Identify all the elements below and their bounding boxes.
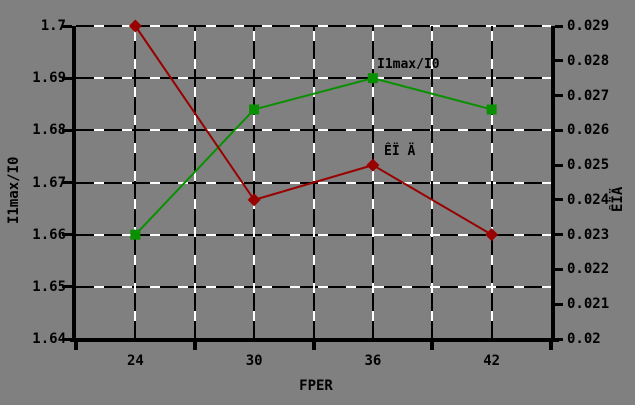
- left-axis-tick-label: 1.67: [32, 174, 66, 191]
- vertical-gridline: [134, 26, 137, 339]
- vertical-gridline: [253, 26, 256, 339]
- square-marker: [130, 229, 141, 240]
- left-axis-tick-label: 1.69: [32, 70, 66, 87]
- right-axis-tick: [555, 128, 563, 132]
- square-marker: [486, 104, 497, 115]
- x-axis-category-label: 24: [126, 353, 144, 369]
- right-axis-tick-label: 0.022: [567, 261, 610, 278]
- x-axis-tick: [430, 338, 435, 350]
- right-axis-tick: [555, 59, 563, 63]
- right-axis-tick: [555, 267, 563, 271]
- x-axis-title: FPER: [299, 378, 333, 394]
- right-axis-tick: [555, 94, 563, 98]
- right-axis-tick-label: 0.029: [567, 18, 610, 34]
- right-axis-tick: [555, 163, 563, 167]
- left-axis-tick-label: 1.66: [32, 226, 66, 243]
- right-axis-tick-label: 0.021: [567, 296, 610, 313]
- series-label-kpd: ÊÏ Ä: [384, 144, 416, 159]
- diamond-marker: [247, 193, 261, 207]
- right-axis-tick-label: 0.023: [567, 226, 610, 243]
- x-axis-category-label: 36: [364, 353, 382, 369]
- left-axis-tick: [62, 128, 72, 132]
- left-axis-tick: [62, 76, 72, 80]
- right-axis-title: ÊÏÄ: [610, 186, 626, 212]
- right-axis-tick-label: 0.026: [567, 122, 610, 139]
- right-axis-tick: [555, 198, 563, 202]
- right-axis-tick: [555, 24, 563, 28]
- vertical-gridline: [193, 26, 196, 339]
- diamond-marker: [366, 158, 380, 172]
- right-axis-tick: [555, 302, 563, 306]
- right-axis-line: [551, 26, 555, 342]
- right-axis-tick: [555, 337, 563, 341]
- series-label-i1max-i0: I1max/I0: [377, 57, 440, 72]
- x-axis-category-label: 30: [245, 353, 263, 369]
- left-axis-tick-label: 1.65: [32, 278, 66, 295]
- left-axis-tick: [62, 337, 72, 341]
- x-axis-tick: [74, 338, 78, 350]
- right-axis-tick-label: 0.028: [567, 52, 610, 69]
- left-axis-tick-label: 1.68: [32, 122, 66, 139]
- left-axis-tick-label: 1.64: [32, 331, 66, 347]
- left-axis-tick: [62, 233, 72, 237]
- right-axis-tick-label: 0.024: [567, 191, 610, 208]
- left-axis-tick: [62, 24, 72, 28]
- series-line-diamond: [134, 25, 493, 236]
- diamond-marker: [485, 228, 499, 242]
- series-line-square: [134, 77, 492, 236]
- series-layer: [128, 19, 499, 242]
- right-axis-tick-label: 0.025: [567, 157, 610, 174]
- left-axis-tick-label: 1.7: [40, 18, 66, 34]
- vertical-gridline: [490, 26, 493, 339]
- vertical-gridline: [431, 26, 434, 339]
- right-axis-tick: [555, 233, 563, 237]
- x-axis-tick: [311, 338, 316, 350]
- x-axis-category-label: 42: [483, 353, 501, 369]
- left-axis-tick: [62, 181, 72, 184]
- right-axis-tick-label: 0.02: [567, 331, 601, 347]
- right-axis-tick-label: 0.027: [567, 87, 610, 104]
- left-axis-tick: [62, 285, 72, 289]
- square-marker: [249, 104, 260, 115]
- square-marker: [367, 73, 378, 84]
- left-axis-line: [72, 26, 76, 342]
- x-axis-tick: [192, 338, 197, 350]
- vertical-gridline: [371, 26, 374, 339]
- diamond-marker: [128, 19, 142, 33]
- x-axis-tick: [549, 338, 553, 350]
